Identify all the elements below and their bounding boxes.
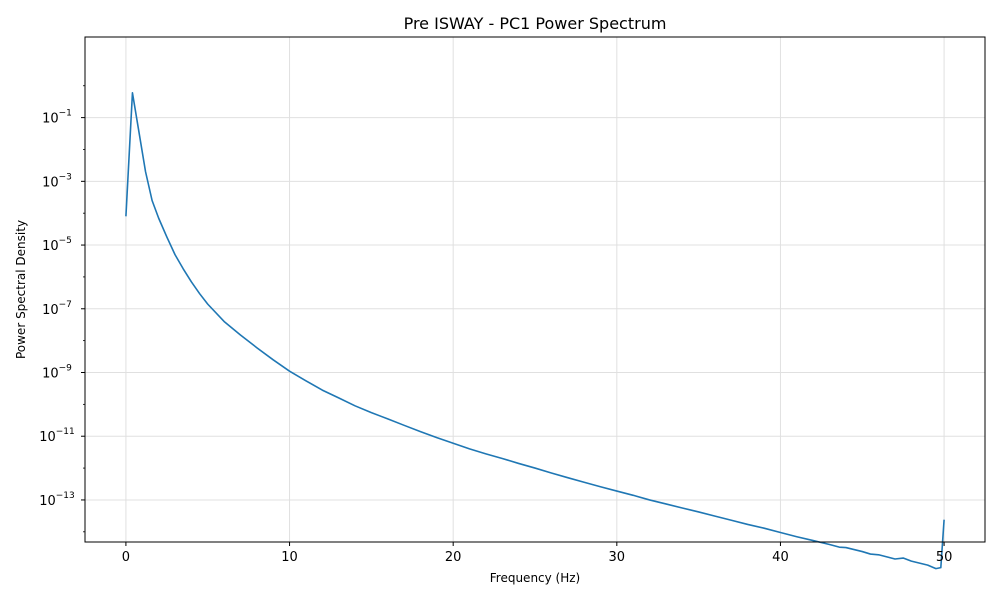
- y-axis-label: Power Spectral Density: [14, 220, 28, 359]
- y-tick-exponent: −3: [59, 172, 72, 182]
- y-tick-exponent: −13: [56, 491, 75, 501]
- y-tick-label: 10−11: [39, 427, 75, 445]
- y-tick-label: 10−9: [42, 363, 72, 381]
- y-tick-label: 10−5: [42, 236, 72, 254]
- y-tick-base: 10: [39, 430, 56, 445]
- y-tick-base: 10: [42, 112, 59, 127]
- grid: [85, 37, 985, 542]
- x-tick-label: 50: [936, 550, 953, 565]
- y-tick-exponent: −9: [59, 363, 73, 373]
- x-axis: 0 10 20 30 40 50: [122, 542, 953, 565]
- y-tick-exponent: −11: [56, 427, 75, 437]
- x-tick-label: 0: [122, 550, 130, 565]
- y-tick-base: 10: [39, 494, 56, 509]
- y-tick-base: 10: [42, 303, 59, 318]
- y-tick-base: 10: [42, 366, 59, 381]
- y-tick-label: 10−13: [39, 491, 75, 509]
- y-tick-exponent: −1: [59, 109, 72, 119]
- x-tick-label: 10: [281, 550, 298, 565]
- y-tick-base: 10: [42, 175, 59, 190]
- chart-title: Pre ISWAY - PC1 Power Spectrum: [404, 14, 667, 33]
- y-tick-label: 10−1: [42, 109, 72, 127]
- x-tick-label: 40: [772, 550, 789, 565]
- series-line: [125, 92, 945, 570]
- y-tick-exponent: −7: [59, 300, 72, 310]
- y-tick-base: 10: [42, 239, 59, 254]
- x-tick-label: 20: [445, 550, 462, 565]
- plot-frame: [84, 36, 986, 543]
- y-tick-label: 10−3: [42, 172, 72, 190]
- plot-area: [125, 92, 945, 570]
- x-tick-label: 30: [609, 550, 626, 565]
- y-tick-exponent: −5: [59, 236, 72, 246]
- x-axis-label: Frequency (Hz): [490, 571, 581, 585]
- y-tick-label: 10−7: [42, 300, 72, 318]
